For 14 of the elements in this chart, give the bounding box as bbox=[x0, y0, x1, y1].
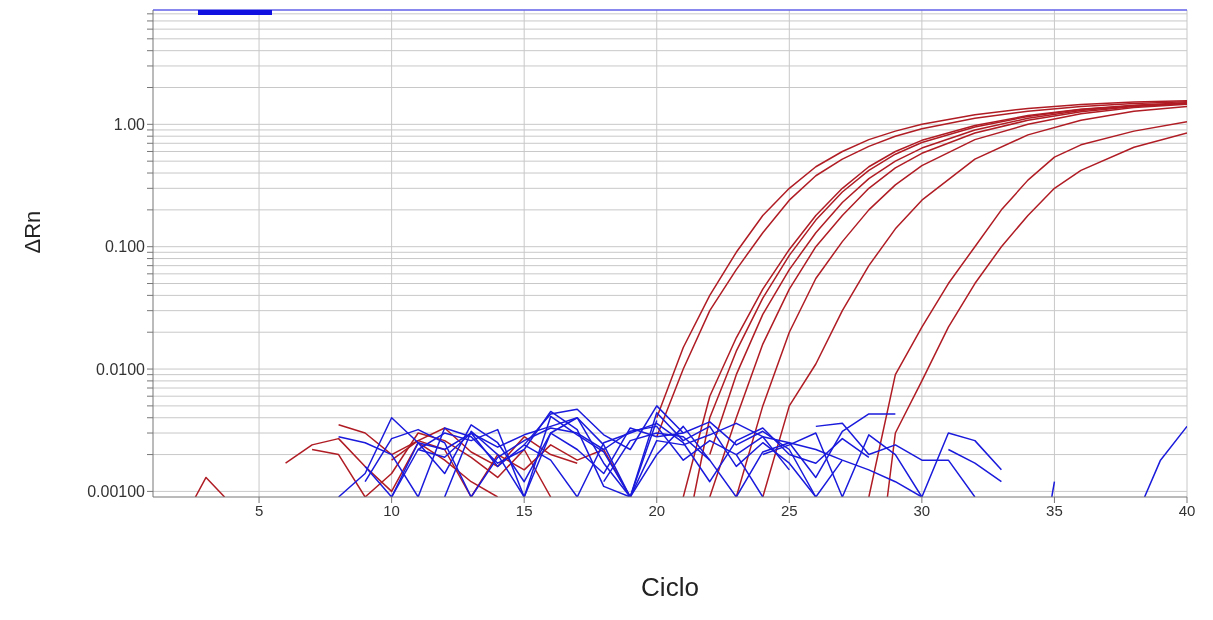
x-axis-title: Ciclo bbox=[641, 572, 699, 602]
x-tick-label: 25 bbox=[780, 501, 798, 519]
x-tick-label: 35 bbox=[1046, 501, 1063, 519]
x-tick-label: 40 bbox=[1178, 501, 1196, 519]
x-tick-label: 30 bbox=[913, 501, 931, 519]
y-tick-label: 0.00100 bbox=[87, 483, 146, 501]
y-tick-label: 0.0100 bbox=[96, 360, 146, 378]
y-axis-title: ΔRn bbox=[19, 210, 45, 254]
x-tick-label: 20 bbox=[648, 501, 666, 519]
x-tick-label: 10 bbox=[383, 501, 400, 519]
x-tick-label: 15 bbox=[515, 501, 533, 519]
x-tick-label: 5 bbox=[254, 501, 264, 519]
y-tick-label: 0.100 bbox=[104, 238, 146, 256]
y-tick-label: 1.00 bbox=[113, 116, 146, 134]
